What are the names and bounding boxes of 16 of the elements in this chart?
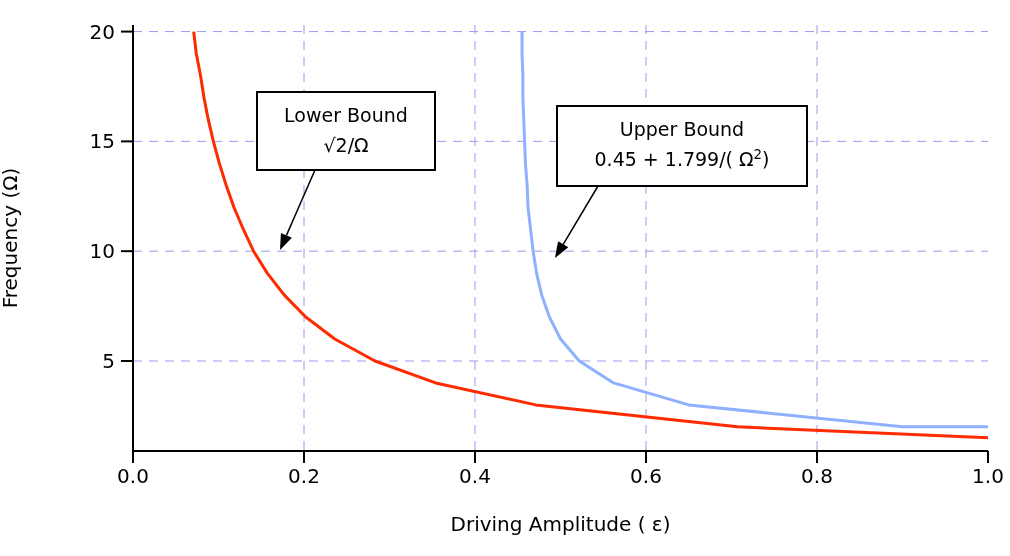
- y-tick-label: 5: [102, 349, 115, 374]
- x-tick-label: 0.0: [117, 464, 149, 489]
- y-axis-title: Frequency (Ω): [0, 167, 23, 309]
- line-series: [192, 30, 988, 440]
- x-tick-label: 1.0: [972, 464, 1004, 489]
- y-tick-label: 20: [89, 19, 115, 44]
- x-tick-label: 0.2: [288, 464, 320, 489]
- x-tick-label: 0.8: [801, 464, 833, 489]
- line-series: [520, 30, 988, 429]
- x-tick-label: 0.4: [459, 464, 491, 489]
- x-tick-label: 0.6: [630, 464, 662, 489]
- y-tick-label: 10: [89, 239, 115, 264]
- x-axis-title: Driving Amplitude ( ε): [450, 512, 671, 536]
- annotation: Lower Bound √2/Ω: [284, 104, 408, 156]
- annotation: Upper Bound 0.45 + 1.799/( Ω$^{2}$): [594, 118, 770, 170]
- y-tick-label: 15: [89, 129, 115, 154]
